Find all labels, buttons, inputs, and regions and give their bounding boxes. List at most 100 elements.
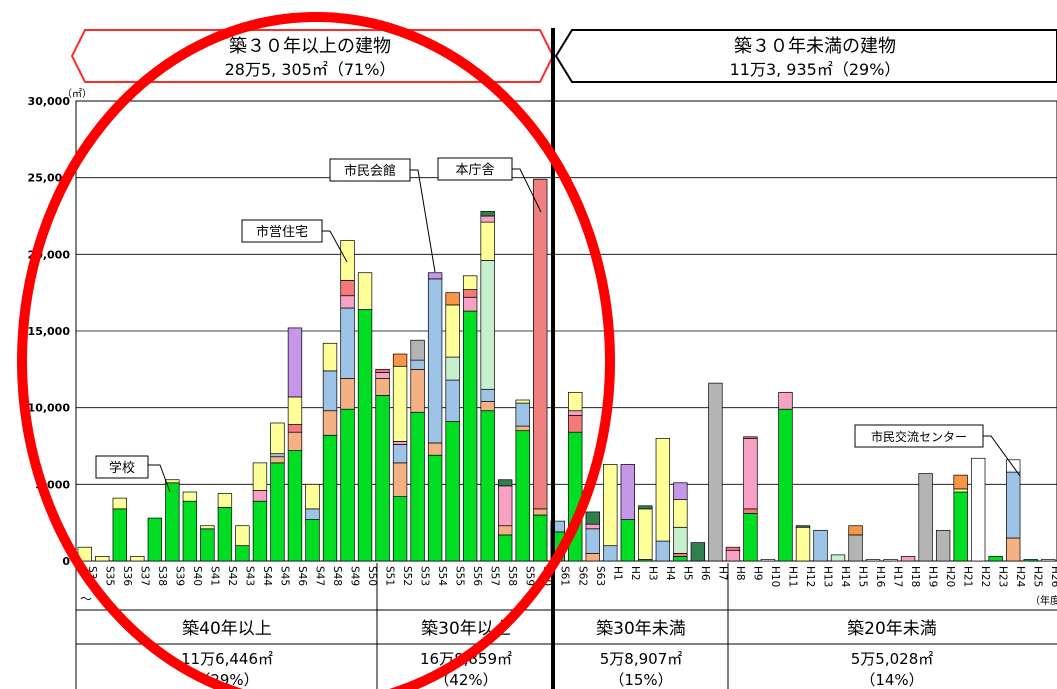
bar-segment-H21 [953,474,968,490]
group-value-under20: 5万5,028㎡ [851,650,934,668]
x-tick-label-S61: S61 [559,566,571,586]
bar-segment-S41 [200,525,215,530]
x-tick-label-H7: H7 [716,566,728,581]
x-tick-label-H19: H19 [927,566,939,587]
x-tick-label-S59: S59 [524,566,536,586]
bar-segment-S51 [375,368,390,373]
group-label-under20: 築20年未満 [847,619,937,639]
bar-segment-H3 [638,505,653,510]
bar-segment-H26 [1041,559,1056,562]
right-header-title: 築３０年未満の建物 [734,36,896,57]
bar-segment-H23 [988,556,1003,562]
bar-segment-S54 [427,442,443,456]
bar-segment-S46 [287,396,303,425]
x-tick-label-S48: S48 [331,566,343,586]
bar-segment-S49 [340,408,355,562]
y-tick-label: 15,000 [28,325,71,338]
bar-segment-H14 [830,554,846,562]
x-tick-label-S49: S49 [349,566,361,586]
bar-segment-S41 [200,528,215,562]
bar-segment-H4 [655,437,671,542]
bar-segment-S49 [340,307,355,379]
bar-segment-S56 [462,296,478,312]
left-header-title: 築３０年以上の建物 [229,36,391,57]
bar-segment-S53 [410,368,425,413]
bar-segment-S57 [480,215,495,223]
bar-segment-S36 [112,497,127,510]
bar-segment-S58 [498,534,513,562]
callout-city-hall-label: 本庁舎 [455,163,494,178]
x-tick-label-H9: H9 [751,566,763,581]
callout-exchange-center: 市民交流センター [854,424,1021,477]
y-unit-label: （㎡） [62,88,92,100]
bar-segment-S54 [427,454,443,562]
x-tick-label-H6: H6 [699,566,711,581]
x-tick-label-H12: H12 [804,566,816,587]
bar-segment-S63 [585,528,600,554]
bar-segment-S60 [533,514,548,562]
bar-segment-H18 [900,556,916,562]
bar-segment-H15 [848,525,863,536]
bar-segment-H9 [743,508,758,514]
bar-segment-H5 [673,526,688,554]
bar-segment-S57 [480,260,495,390]
x-tick-label-H4: H4 [664,566,676,581]
group-pct-under30: （15%） [609,671,672,689]
bar-segment-S52 [392,353,408,367]
callout-civic-hall: 市民会館 [329,158,436,273]
bar-segment-S55 [445,304,460,358]
bar-segment-S53 [410,359,425,370]
bar-segment-S57 [480,221,495,261]
x-tick-label-H16: H16 [874,566,886,588]
x-tick-label-H10: H10 [769,566,781,587]
x-tick-label-S55: S55 [454,566,466,586]
bar-segment-H5 [673,552,688,557]
bar-segment-H21 [953,488,968,493]
bar-segment-H16 [865,559,881,562]
group-value-40plus: 11万6,446㎡ [181,650,273,668]
callout-civic-hall-label: 市民会館 [344,163,396,179]
bar-segment-H1 [603,464,618,547]
right-header-subtitle: 11万3, 935㎡（29%） [730,60,901,79]
bar-segment-S44 [252,500,268,562]
bar-segment-S47 [305,483,320,510]
bar-segment-S51 [375,378,390,396]
x-tick-label-H22: H22 [979,566,991,587]
callout-exchange-center-label: 市民交流センター [871,429,967,444]
bar-segment-H11 [778,408,793,562]
bar-segment-S48 [322,434,338,562]
bar-segment-S45 [270,456,285,464]
bar-segment-S52 [392,462,408,497]
x-tick-label-S38: S38 [156,566,168,586]
bar-segment-S52 [392,365,408,442]
group-label-under30: 築30年未満 [596,619,686,639]
bar-segment-S49 [340,240,355,281]
bar-segment-S57 [480,401,495,412]
x-tick-label-H14: H14 [839,566,851,588]
x-tick-label-S52: S52 [401,566,413,586]
x-tick-label-H24: H24 [1014,566,1026,588]
bar-segment-S57 [480,410,495,562]
bar-segment-S43 [235,545,250,562]
y-tick-label: 10,000 [28,402,71,415]
tilde-mark: ～ [80,592,92,606]
bar-segment-S59 [515,425,530,432]
bar-segment-S61 [550,520,565,533]
x-tick-label-H15: H15 [857,566,869,587]
bar-segment-H5 [673,482,688,501]
bar-segment-H21 [953,491,968,562]
bar-segment-S46 [287,424,303,433]
x-tick-label-S40: S40 [191,566,203,586]
bar-segment-S38 [147,517,163,562]
x-tick-label-S57: S57 [489,566,501,586]
bar-segment-S57 [480,211,495,217]
bar-segment-S60 [533,508,548,516]
x-tick-label-S37: S37 [138,566,150,586]
x-tick-label-H8: H8 [734,566,746,581]
bar-segment-H6 [690,542,706,562]
bar-segment-H24 [1006,537,1021,562]
x-tick-label-S43: S43 [243,566,255,586]
bar-segment-H15 [848,534,863,562]
bar-segment-S62 [568,391,583,412]
